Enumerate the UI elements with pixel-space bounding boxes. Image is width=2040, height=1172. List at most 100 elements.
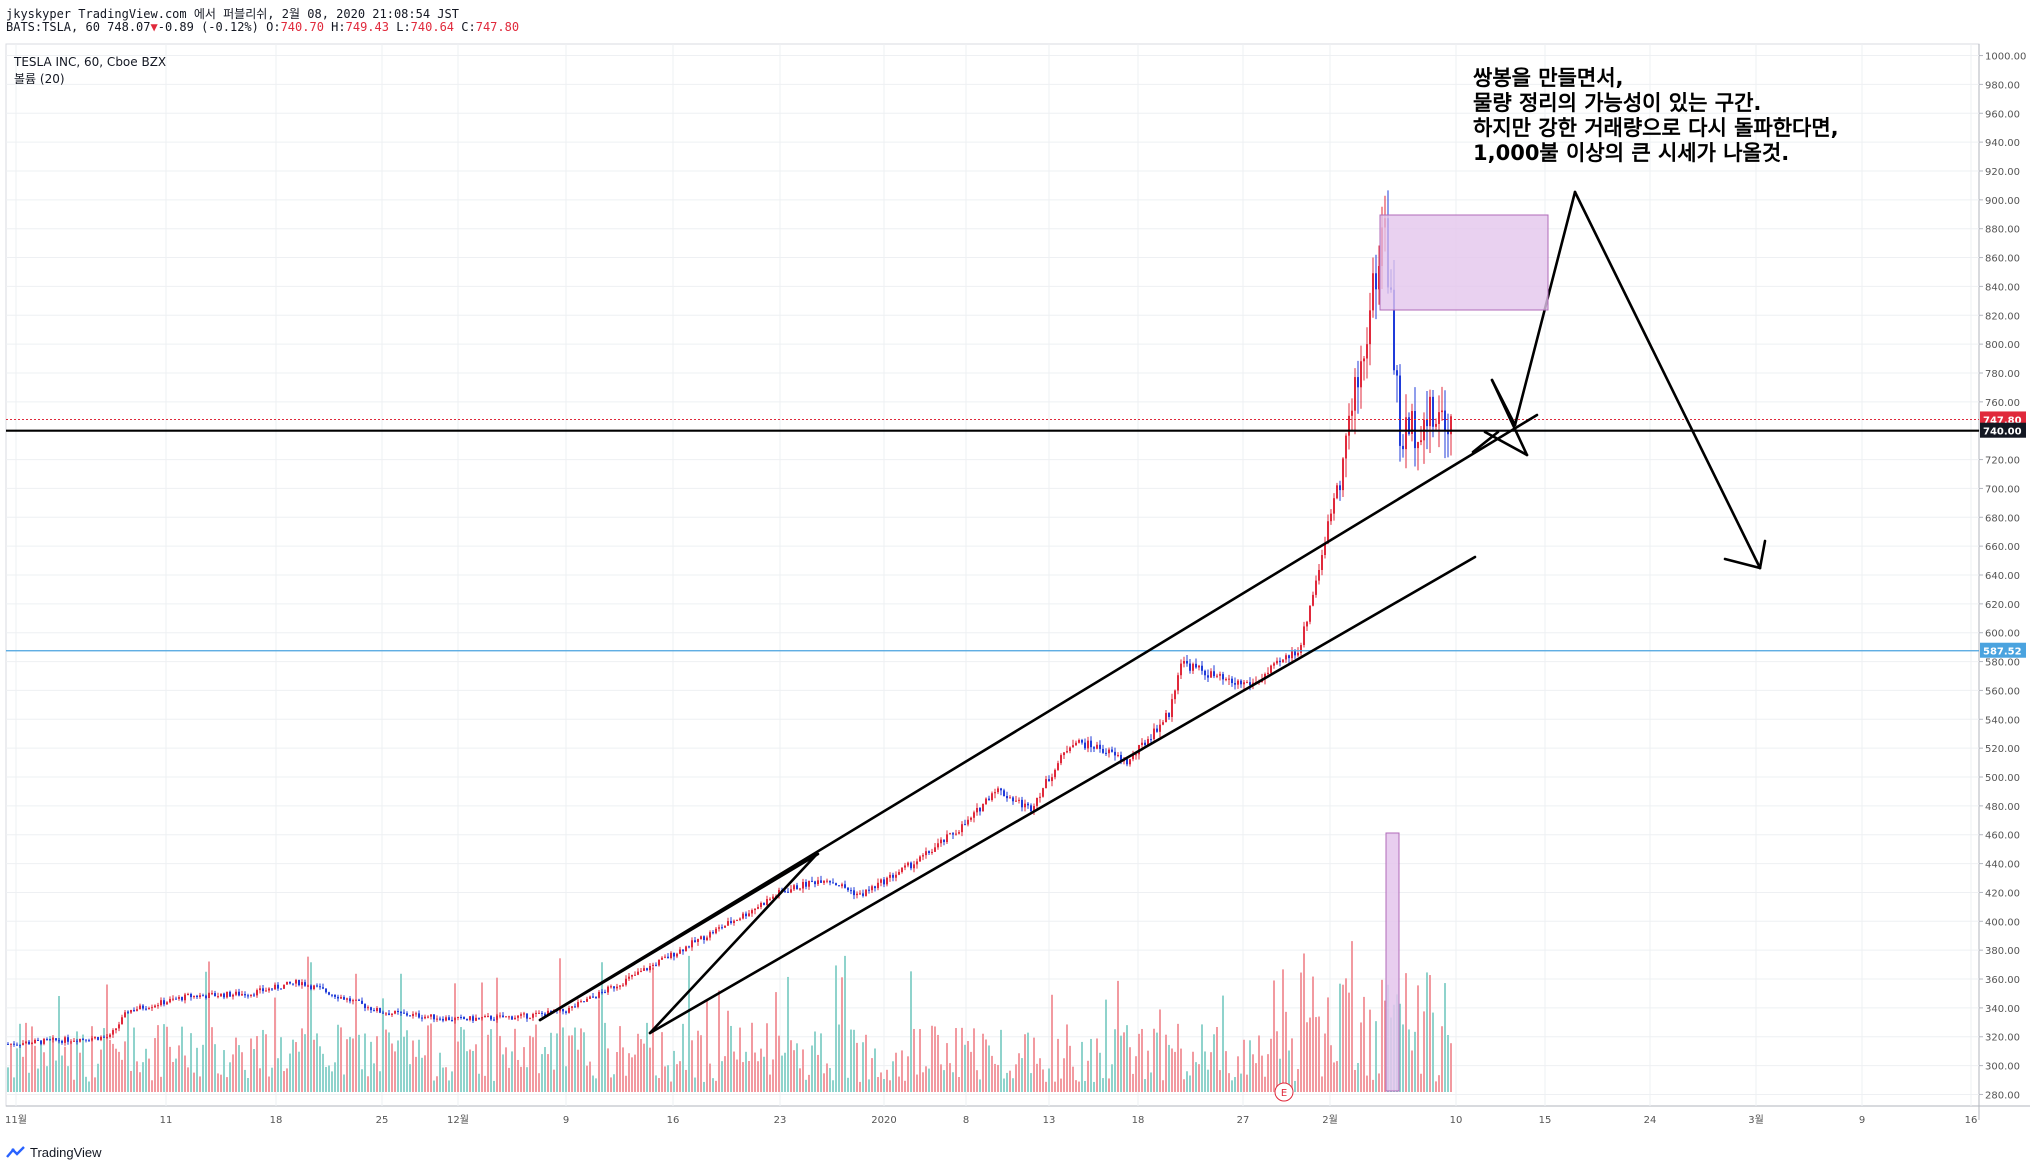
candle-body: [1174, 690, 1176, 700]
volume-bar: [166, 1026, 168, 1092]
volume-bar: [1447, 1035, 1449, 1092]
candle-body: [67, 1037, 69, 1042]
volume-bar: [94, 1077, 96, 1092]
volume-bar: [109, 1039, 111, 1092]
candle-body: [331, 994, 333, 996]
candle-body: [1363, 358, 1365, 362]
candle-body: [445, 1017, 447, 1021]
candle-body: [265, 990, 267, 992]
candle-body: [442, 1018, 444, 1021]
tradingview-brand[interactable]: TradingView: [6, 1145, 102, 1160]
volume-bar: [961, 1027, 963, 1092]
candle-body: [298, 980, 300, 986]
candle-body: [223, 993, 225, 998]
volume-bar: [709, 1063, 711, 1092]
volume-bar: [691, 1040, 693, 1092]
candle-body: [277, 984, 279, 989]
volume-bar: [52, 1037, 54, 1092]
candle-body: [184, 994, 186, 1001]
volume-bar: [490, 1029, 492, 1092]
candle-body: [355, 999, 357, 1001]
volume-bar: [328, 1065, 330, 1092]
trend-drawings: E: [6, 190, 1979, 1102]
candle-body: [919, 856, 921, 862]
volume-bar: [460, 1027, 462, 1092]
candle-body: [1234, 683, 1236, 685]
candle-body: [694, 940, 696, 942]
candle-body: [1192, 663, 1194, 671]
volume-bar: [1312, 976, 1314, 1092]
volume-bar: [118, 1051, 120, 1092]
candle-body: [136, 1009, 138, 1011]
volume-bar: [856, 1042, 858, 1092]
volume-bar: [1072, 1066, 1074, 1092]
volume-bar: [10, 1046, 12, 1092]
candle-body: [1243, 682, 1245, 685]
candle-body: [1090, 740, 1092, 748]
volume-bar: [826, 1063, 828, 1092]
volume-bar: [1291, 1038, 1293, 1092]
price-label-box: [1980, 422, 2026, 438]
candle-body: [1039, 796, 1041, 798]
y-tick-label: 900.00: [1985, 196, 2020, 207]
volume-bar: [952, 1072, 954, 1092]
candle-body: [910, 862, 912, 869]
volume-bar: [763, 1056, 765, 1092]
volume-bar: [253, 1049, 255, 1092]
volume-bar: [1027, 1032, 1029, 1092]
candle-body: [496, 1015, 498, 1020]
volume-bar: [505, 1047, 507, 1092]
volume-bar: [361, 1069, 363, 1092]
volume-bar: [661, 1032, 663, 1092]
candle-body: [1162, 722, 1164, 725]
volume-bar: [22, 1056, 24, 1092]
volume-bar: [1168, 1044, 1170, 1092]
candle-body: [142, 1005, 144, 1009]
candle-body: [895, 874, 897, 878]
volume-bar: [1036, 1063, 1038, 1092]
volume-bar: [1018, 1053, 1020, 1092]
candle-body: [448, 1017, 450, 1020]
tradingview-logo-icon: [6, 1146, 25, 1158]
volume-bar: [223, 1050, 225, 1092]
candle-body: [196, 995, 198, 998]
volume-bar: [1150, 1072, 1152, 1092]
candle-body: [64, 1037, 66, 1043]
volume-bar: [889, 1080, 891, 1092]
volume-bar: [457, 1041, 459, 1092]
candle-body: [601, 991, 603, 993]
volume-bar: [511, 1051, 513, 1092]
volume-bar: [148, 1058, 150, 1092]
candle-body: [901, 867, 903, 873]
volume-bar: [1324, 1033, 1326, 1092]
candle-body: [319, 986, 321, 988]
volume-bar: [874, 1048, 876, 1092]
volume-bar: [220, 1074, 222, 1092]
candle-body: [532, 1013, 534, 1018]
candle-body: [1267, 672, 1269, 674]
volume-bar: [154, 1038, 156, 1092]
candle-body: [742, 913, 744, 919]
candle-body: [1189, 663, 1191, 671]
volume-bar: [58, 995, 60, 1092]
candle-body: [865, 889, 867, 896]
candle-body: [1126, 758, 1128, 765]
candle-body: [1183, 661, 1185, 664]
candle-body: [847, 887, 849, 891]
candle-body: [1408, 417, 1410, 434]
candle-body: [1072, 745, 1074, 748]
y-tick-label: 300.00: [1985, 1062, 2020, 1073]
candle-body: [1132, 754, 1134, 760]
volume-bar: [268, 1076, 270, 1092]
candle-body: [583, 1001, 585, 1003]
volume-bar: [766, 1023, 768, 1092]
candle-body: [286, 981, 288, 985]
candle-body: [949, 833, 951, 835]
candle-body: [337, 996, 339, 999]
volume-bar: [193, 1072, 195, 1092]
volume-bar: [1183, 1079, 1185, 1092]
volume-bar: [829, 1068, 831, 1092]
volume-bar: [331, 1071, 333, 1092]
volume-bar: [136, 1061, 138, 1092]
